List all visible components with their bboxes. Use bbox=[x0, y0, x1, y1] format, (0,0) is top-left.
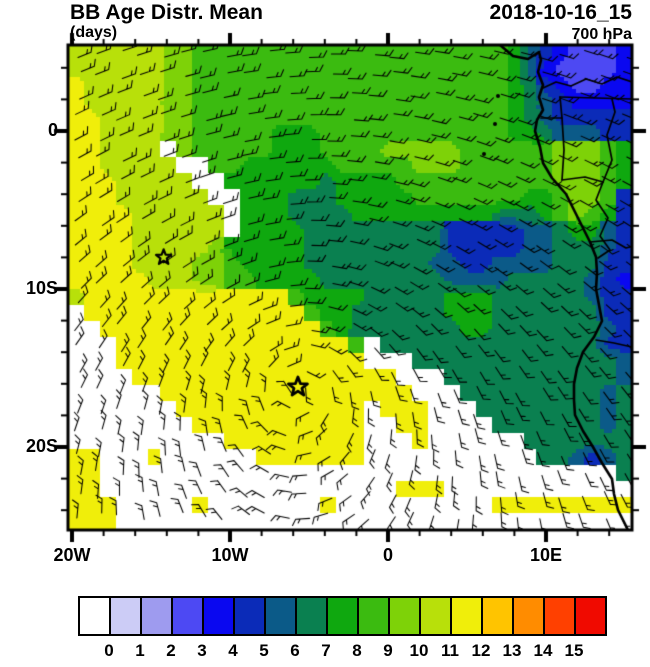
colorbar-box-10 bbox=[388, 596, 421, 636]
x-axis-label-20W: 20W bbox=[53, 545, 91, 565]
x-axis-label-0: 0 bbox=[382, 545, 393, 565]
colorbar-box-2 bbox=[140, 596, 173, 636]
y-axis-label-20S: 20S bbox=[25, 436, 58, 456]
colorbar-label-1: 1 bbox=[135, 641, 145, 660]
colorbar bbox=[78, 596, 607, 636]
colorbar-label-7: 7 bbox=[321, 641, 331, 660]
colorbar-label-2: 2 bbox=[166, 641, 176, 660]
colorbar-label-3: 3 bbox=[197, 641, 207, 660]
colorbar-box-9 bbox=[357, 596, 390, 636]
colorbar-box-3 bbox=[171, 596, 204, 636]
colorbar-box-11 bbox=[419, 596, 452, 636]
colorbar-box-4 bbox=[202, 596, 235, 636]
colorbar-label-9: 9 bbox=[383, 641, 393, 660]
x-axis-label-10E: 10E bbox=[529, 545, 563, 565]
colorbar-label-0: 0 bbox=[104, 641, 114, 660]
colorbar-box-8 bbox=[326, 596, 359, 636]
plot-level: 700 hPa bbox=[571, 26, 632, 43]
colorbar-box-0 bbox=[78, 596, 111, 636]
colorbar-label-15: 15 bbox=[564, 641, 584, 660]
colorbar-label-6: 6 bbox=[290, 641, 300, 660]
colorbar-box-5 bbox=[233, 596, 266, 636]
colorbar-label-4: 4 bbox=[228, 641, 238, 660]
colorbar-label-13: 13 bbox=[502, 641, 522, 660]
colorbar-box-6 bbox=[264, 596, 297, 636]
colorbar-label-12: 12 bbox=[471, 641, 491, 660]
colorbar-box-13 bbox=[481, 596, 514, 636]
y-axis-label-0: 0 bbox=[47, 120, 58, 140]
colorbar-label-8: 8 bbox=[352, 641, 362, 660]
plot-timestamp: 2018-10-16_15 bbox=[489, 1, 632, 24]
y-axis-label-10S: 10S bbox=[25, 278, 58, 298]
colorbar-label-10: 10 bbox=[409, 641, 429, 660]
colorbar-label-14: 14 bbox=[533, 641, 553, 660]
colorbar-label-11: 11 bbox=[441, 641, 459, 660]
colorbar-box-16 bbox=[574, 596, 607, 636]
plot-title: BB Age Distr. Mean bbox=[70, 1, 263, 24]
x-axis-label-10W: 10W bbox=[211, 545, 249, 565]
colorbar-box-12 bbox=[450, 596, 483, 636]
colorbar-box-14 bbox=[512, 596, 545, 636]
colorbar-box-1 bbox=[109, 596, 142, 636]
colorbar-box-7 bbox=[295, 596, 328, 636]
colorbar-label-5: 5 bbox=[259, 641, 269, 660]
plot-units: (days) bbox=[70, 24, 118, 41]
colorbar-box-15 bbox=[543, 596, 576, 636]
